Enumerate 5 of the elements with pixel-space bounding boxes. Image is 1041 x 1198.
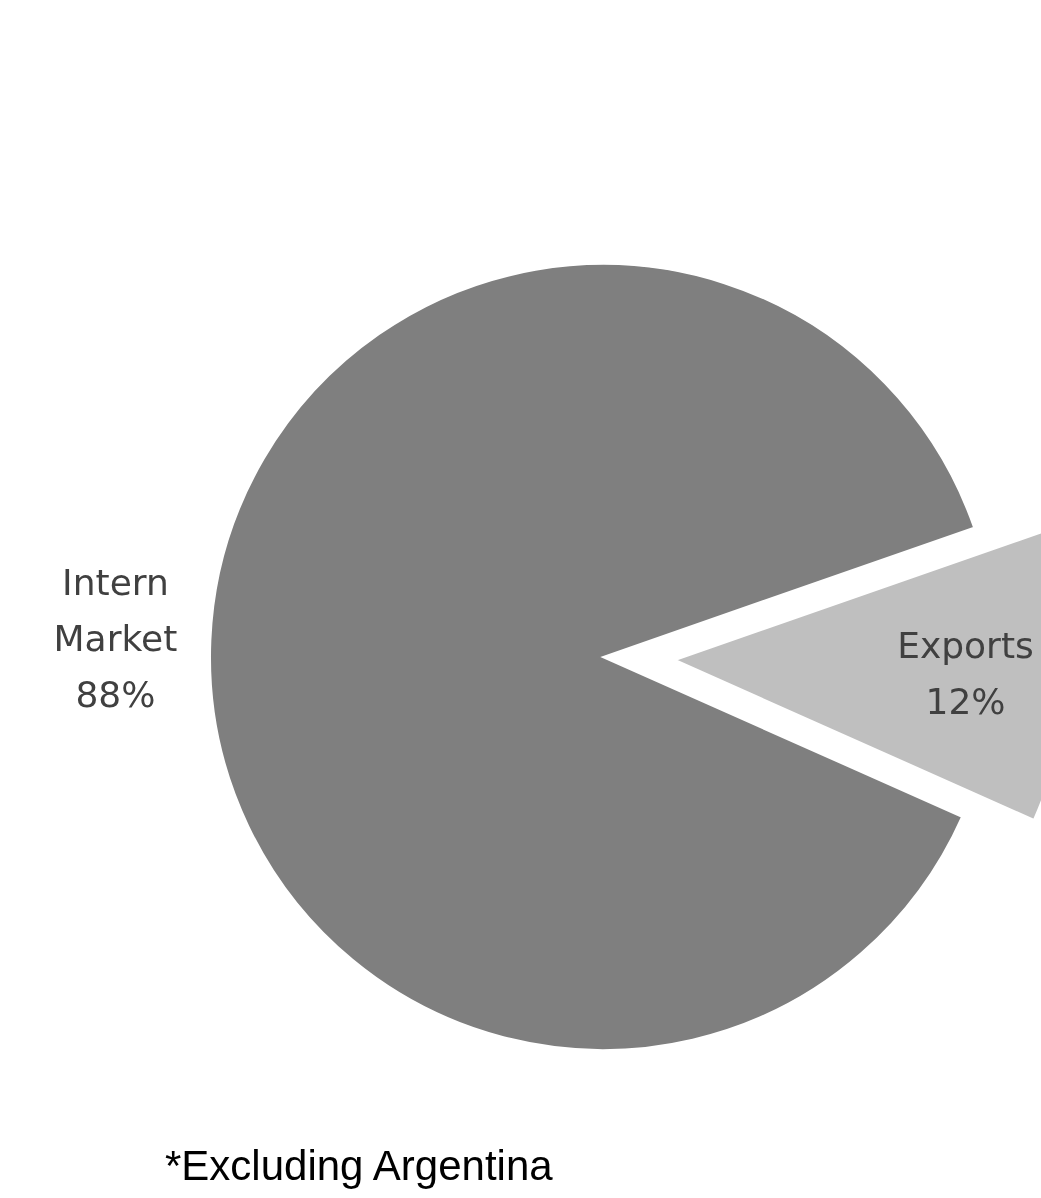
data-label: 12% xyxy=(925,681,1006,723)
slice-label: Intern Market xyxy=(53,561,178,659)
slice-label: Exports xyxy=(897,625,1034,667)
data-label: 88% xyxy=(75,673,156,715)
text: *Excluding Argentina xyxy=(165,1142,554,1189)
